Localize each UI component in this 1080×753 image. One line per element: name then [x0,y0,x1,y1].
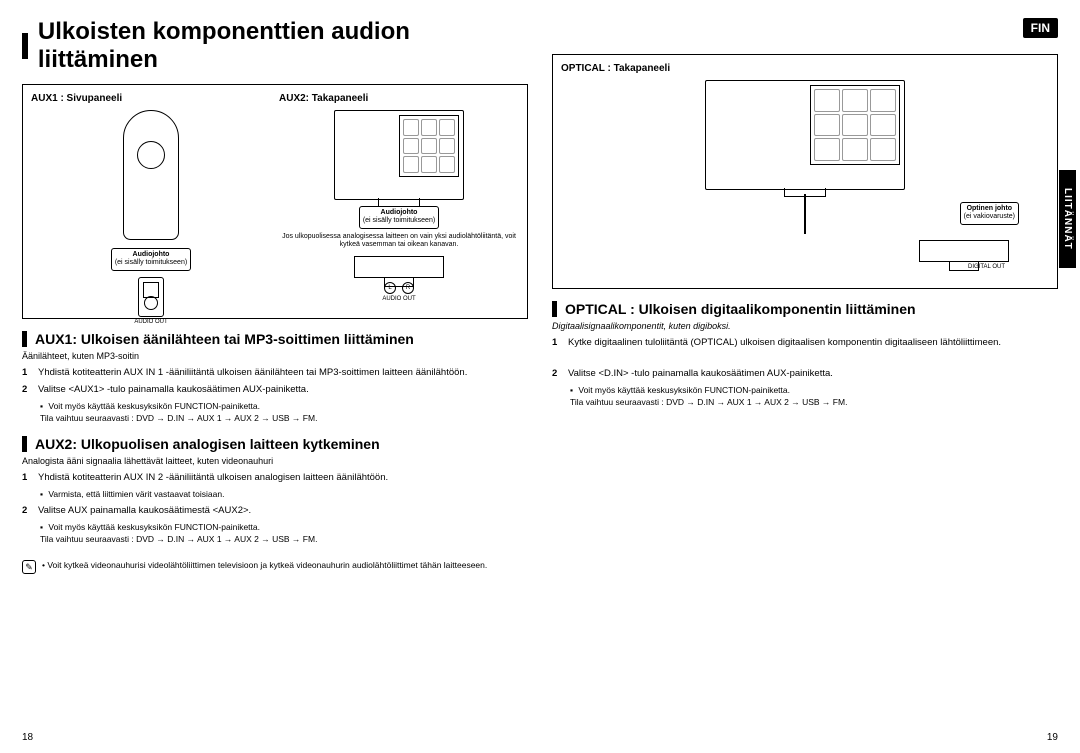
optical-sub1: ▪ Voit myös käyttää keskusyksikön FUNCTI… [570,385,1058,397]
aux2-step1: 1 Yhdistä kotiteatterin AUX IN 2 -äänili… [22,472,528,485]
aux2-sub1: ▪ Voit myös käyttää keskusyksikön FUNCTI… [40,522,528,534]
aux2-sub2: Tila vaihtuu seuraavasti : DVD → D.IN → … [40,534,528,546]
aux2-intro: Analogista ääni signaalia lähettävät lai… [22,456,528,466]
optical-heading-row: OPTICAL : Ulkoisen digitaalikomponentin … [552,301,1058,317]
note-icon: ✎ [22,560,36,574]
language-badge: FIN [1023,18,1058,38]
aux1-intro: Äänilähteet, kuten MP3-soitin [22,351,528,361]
diagram-col1-header: AUX1 : Sivupaneeli [31,93,271,104]
speaker-icon [123,110,179,240]
digital-component-icon [919,240,1009,262]
diagram-optical: OPTICAL : Takapaneeli Optinen johto (ei … [552,54,1058,289]
heading-accent-bar [22,436,27,452]
aux2-heading-row: AUX2: Ulkopuolisen analogisen laitteen k… [22,436,528,452]
rca-out-label: AUDIO OUT [279,296,519,302]
cable2-note: Jos ulkopuolisessa analogisessa laitteen… [279,233,519,250]
audio-out-label: AUDIO OUT [31,319,271,325]
aux1-step2: 2 Valitse <AUX1> -tulo painamalla kaukos… [22,384,528,397]
digital-out-label: DIGITAL OUT [561,264,1005,270]
optical-step2: 2 Valitse <D.IN> -tulo painamalla kaukos… [552,368,1058,381]
aux2-step1-sub: ▪ Varmista, että liittimien värit vastaa… [40,489,528,501]
diagram-col2-header: AUX2: Takapaneeli [279,93,519,104]
aux1-sub2: Tila vaihtuu seuraavasti : DVD → D.IN → … [40,413,528,425]
diagram-aux: AUX1 : Sivupaneeli Audiojohto (ei sisäll… [22,84,528,319]
page-title-bar: Ulkoisten komponenttien audion liittämin… [22,18,528,74]
optical-intro: Digitaalisignaalikomponentit, kuten digi… [552,321,1058,331]
aux2-heading: AUX2: Ulkopuolisen analogisen laitteen k… [35,436,380,452]
diagram-optical-header: OPTICAL : Takapaneeli [561,63,1049,74]
tv-rear-panel-icon [399,115,459,177]
cable2-label: Audiojohto (ei sisälly toimitukseen) [359,206,439,229]
heading-accent-bar [552,301,557,317]
optical-sub2: Tila vaihtuu seuraavasti : DVD → D.IN → … [570,397,1058,409]
optical-cable-label: Optinen johto (ei vakiovaruste) [960,202,1019,225]
optical-heading: OPTICAL : Ulkoisen digitaalikomponentin … [565,301,916,317]
optical-step1: 1 Kytke digitaalinen tuloliitäntä (OPTIC… [552,337,1058,350]
tv-rear-panel-icon [810,85,900,165]
aux1-sub1: ▪ Voit myös käyttää keskusyksikön FUNCTI… [40,401,528,413]
heading-accent-bar [22,331,27,347]
optical-cable-icon [804,194,806,234]
section-side-tab: LIITÄNNÄT [1059,170,1076,268]
page-num-left: 18 [22,732,33,743]
tv-unit-icon [334,110,464,200]
footnote-text: Voit kytkeä videonauhurisi videolähtölii… [47,560,487,570]
page-title: Ulkoisten komponenttien audion liittämin… [38,18,528,74]
tv-unit-icon [705,80,905,190]
aux1-step1: 1 Yhdistä kotiteatterin AUX IN 1 -äänili… [22,367,528,380]
cable1-label: Audiojohto (ei sisälly toimitukseen) [111,248,191,271]
aux1-heading: AUX1: Ulkoisen äänilähteen tai MP3-soitt… [35,331,414,347]
footnote-row: ✎ • Voit kytkeä videonauhurisi videoläht… [22,560,528,574]
aux1-heading-row: AUX1: Ulkoisen äänilähteen tai MP3-soitt… [22,331,528,347]
aux2-step2: 2 Valitse AUX painamalla kaukosäätimestä… [22,505,528,518]
page-num-right: 19 [1047,732,1058,743]
title-accent-bar [22,33,28,59]
external-player-icon [354,256,444,278]
mp3-player-icon [138,277,164,317]
